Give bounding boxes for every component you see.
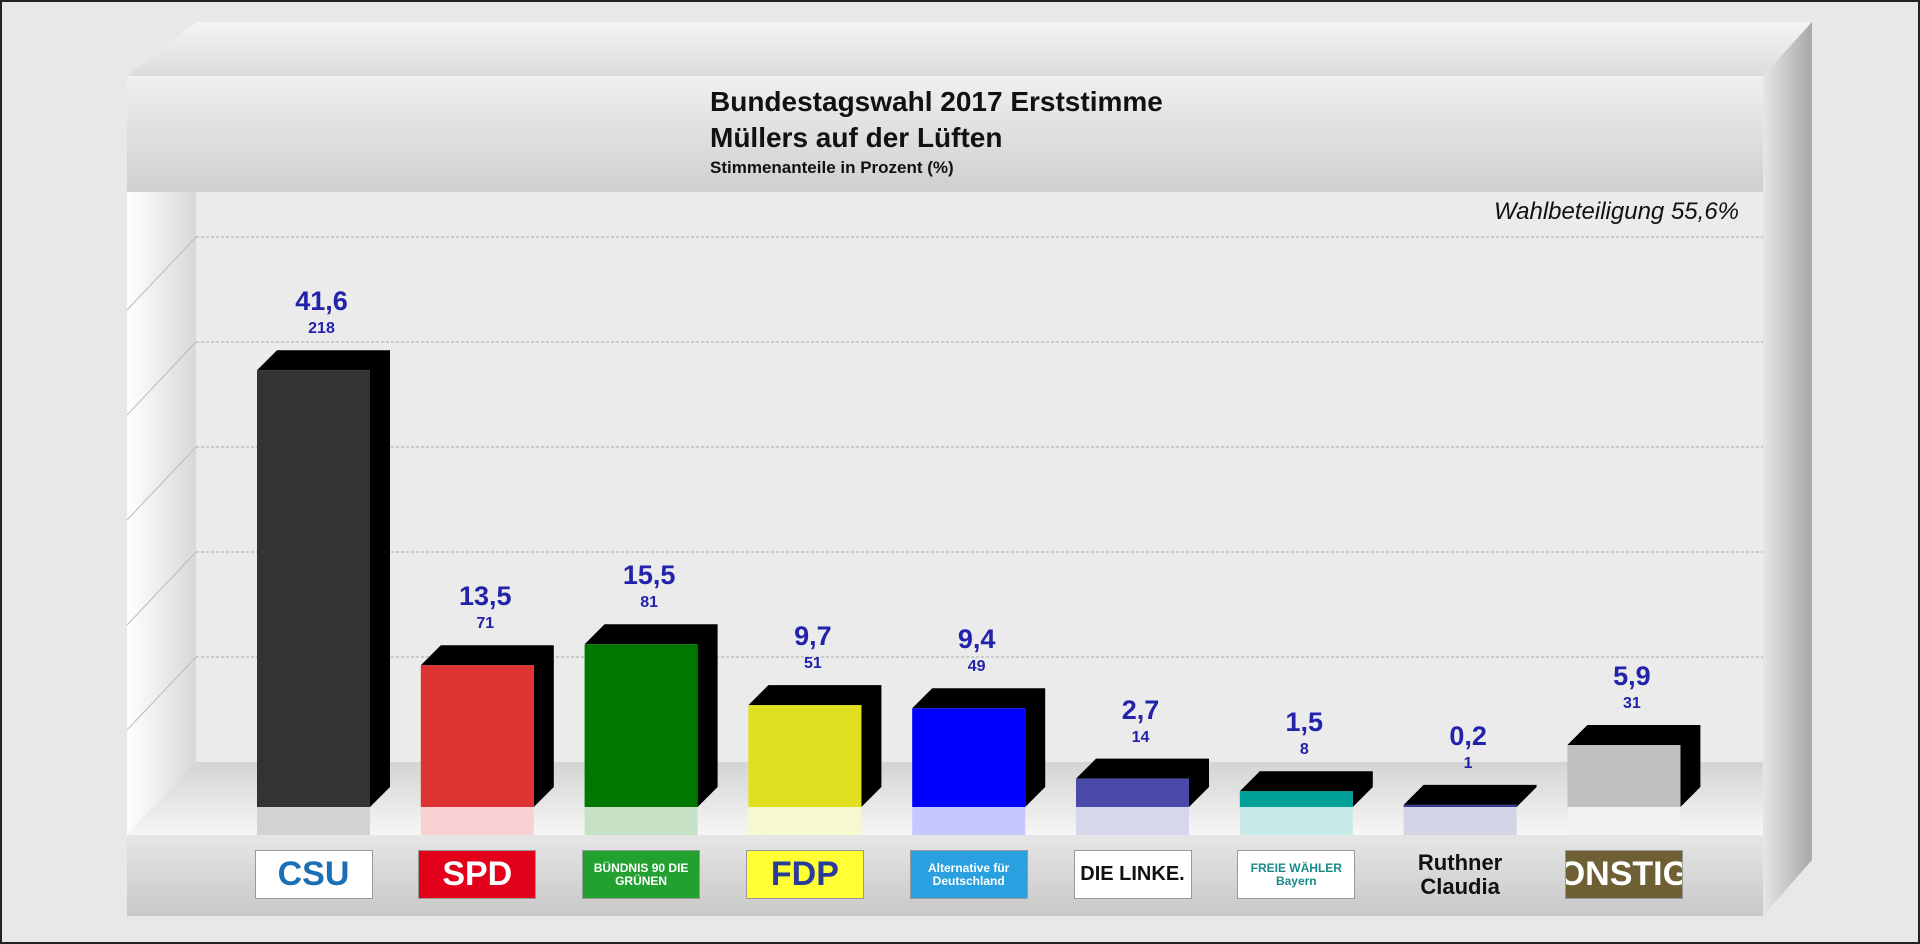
value-label: 5,9 <box>1613 661 1651 692</box>
bar-6 <box>1239 791 1353 807</box>
party-logo-6: FREIE WÄHLER Bayern <box>1237 850 1356 899</box>
bar-side <box>584 624 718 807</box>
count-label: 71 <box>476 615 495 633</box>
bar-side <box>912 688 1046 807</box>
y-axis-label: Stimmenanteile in Prozent (%) <box>710 158 954 177</box>
bar-7 <box>1403 804 1517 807</box>
value-label: 13,5 <box>459 581 512 612</box>
gridline-side <box>126 656 197 731</box>
count-label: 14 <box>1131 728 1150 746</box>
bar-reflection <box>1403 807 1517 835</box>
gridline-side <box>126 341 197 416</box>
bar-side <box>1076 758 1209 807</box>
bar-side <box>1403 784 1537 807</box>
bar-side <box>257 350 390 807</box>
chart-title: Bundestagswahl 2017 Erststimme <box>710 86 1163 117</box>
bar-3 <box>748 705 862 807</box>
count-label: 81 <box>640 594 658 612</box>
bar-reflection <box>1076 807 1189 835</box>
value-label: 2,7 <box>1121 694 1160 725</box>
party-logo-5: DIE LINKE. <box>1073 850 1192 899</box>
bar-reflection <box>1567 807 1681 835</box>
bar-side <box>1567 725 1701 807</box>
party-logo-7: Ruthner Claudia <box>1417 850 1503 899</box>
bar-2 <box>584 644 698 807</box>
box-right-face <box>1763 22 1812 916</box>
bar-reflection <box>584 807 698 835</box>
value-label: 0,2 <box>1449 720 1487 751</box>
bar-reflection <box>257 807 370 835</box>
value-label: 15,5 <box>622 560 676 591</box>
bar-5 <box>1076 778 1189 807</box>
box-top-face <box>127 22 1812 76</box>
value-label: 1,5 <box>1285 707 1324 738</box>
bar-side <box>1239 771 1373 807</box>
value-label: 41,6 <box>295 286 348 317</box>
bar-reflection <box>912 807 1026 835</box>
bar-side <box>748 685 882 807</box>
party-logo-3: FDP <box>745 850 864 899</box>
count-label: 1 <box>1463 754 1473 772</box>
value-label: 9,4 <box>957 624 996 655</box>
left-wall <box>127 192 196 835</box>
chart-subtitle: Müllers auf der Lüften <box>710 122 1003 153</box>
bar-8 <box>1567 745 1681 807</box>
bar-4 <box>912 708 1026 807</box>
gridline-side <box>126 236 197 311</box>
bar-reflection <box>1239 807 1353 835</box>
bar-0 <box>257 370 370 807</box>
bar-reflection <box>748 807 862 835</box>
bar-1 <box>420 665 534 807</box>
count-label: 218 <box>308 320 335 338</box>
party-logo-0: CSU <box>254 850 373 899</box>
party-logo-4: Alternative für Deutschland <box>909 850 1028 899</box>
turnout-annotation: Wahlbeteiligung 55,6% <box>1493 198 1739 225</box>
count-label: 31 <box>1622 695 1641 713</box>
bar-reflection <box>420 807 534 835</box>
gridline-side <box>126 446 197 521</box>
party-logo-2: BÜNDNIS 90 DIE GRÜNEN <box>582 850 701 899</box>
bar-side <box>420 645 554 807</box>
header-panel <box>127 76 1763 192</box>
value-label: 9,7 <box>794 621 832 652</box>
count-label: 51 <box>803 655 822 673</box>
gridline-side <box>126 551 197 626</box>
party-logo-8: SONSTIGE <box>1564 850 1683 899</box>
count-label: 49 <box>967 658 986 676</box>
party-logo-1: SPD <box>418 850 537 899</box>
count-label: 8 <box>1299 741 1309 759</box>
